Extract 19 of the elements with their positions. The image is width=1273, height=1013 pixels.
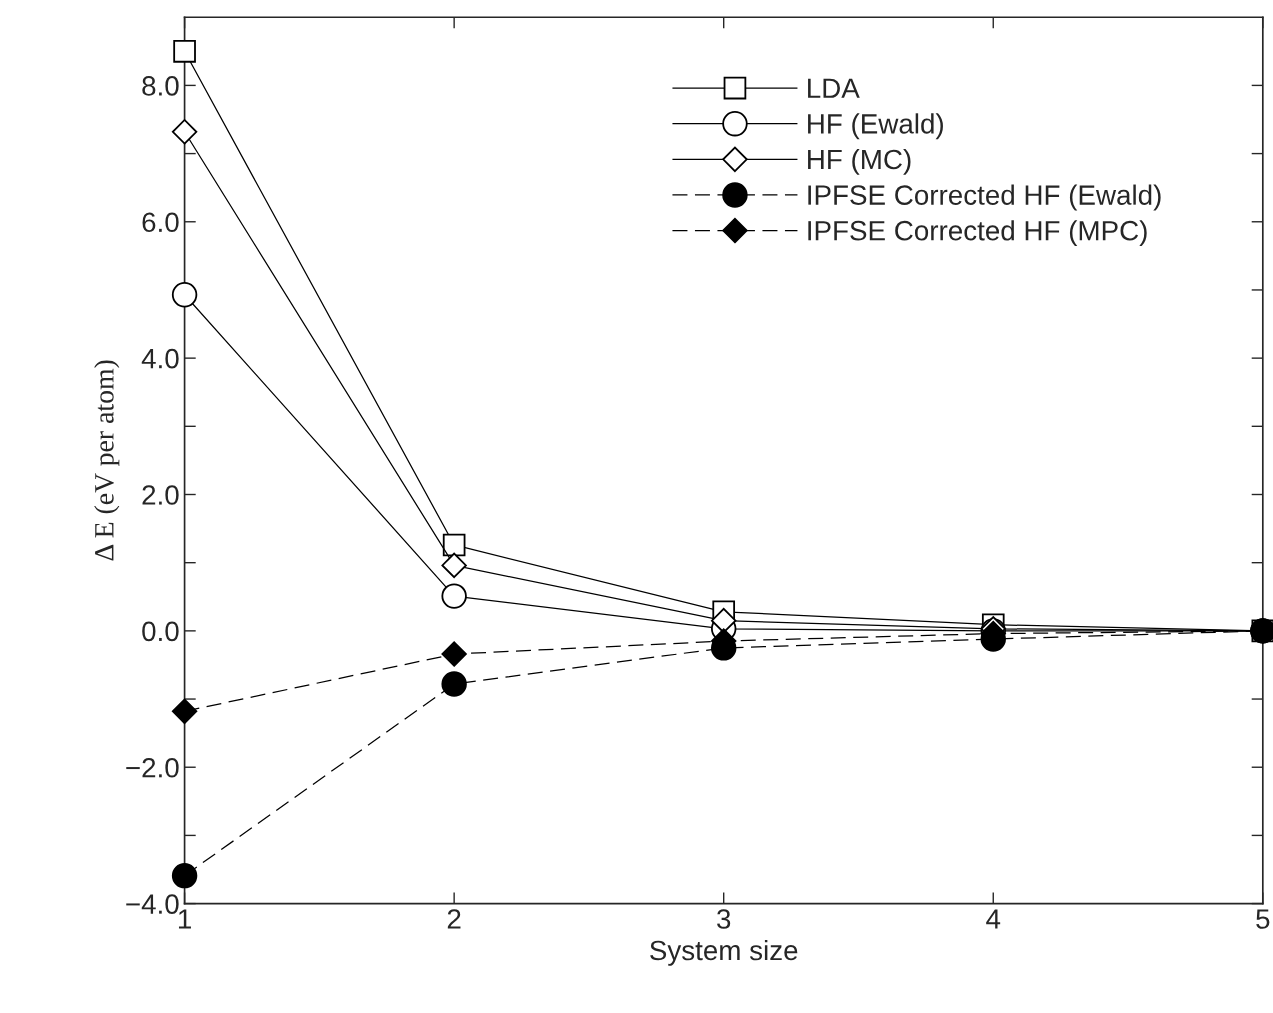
legend-label: HF (MC) xyxy=(808,148,911,175)
x-axis-title: System size xyxy=(650,939,798,966)
y-axis-title: Δ E (eV per atom) xyxy=(94,360,120,561)
y-tick-label: −2.0 xyxy=(126,757,179,778)
x-tick-label: 2 xyxy=(447,909,461,929)
y-tick-label: 8.0 xyxy=(142,76,179,96)
y-tick-label: 4.0 xyxy=(141,348,179,369)
x-tick-label: 1 xyxy=(178,909,191,929)
y-tick-label: 0.0 xyxy=(142,621,179,642)
legend-label: HF (Ewald) xyxy=(808,113,943,140)
x-tick-label: 3 xyxy=(717,909,731,929)
y-tick-label: −4.0 xyxy=(126,894,179,914)
y-tick-label: 2.0 xyxy=(142,485,179,505)
x-tick-label: 4 xyxy=(986,909,1001,929)
x-tick-label: 5 xyxy=(1256,909,1270,929)
legend-label: LDA xyxy=(808,78,860,98)
y-tick-label: 6.0 xyxy=(142,212,179,233)
legend-label: IPFSE Corrected HF (Ewald) xyxy=(808,184,1161,211)
legend-label: IPFSE Corrected HF (MPC) xyxy=(808,220,1147,247)
